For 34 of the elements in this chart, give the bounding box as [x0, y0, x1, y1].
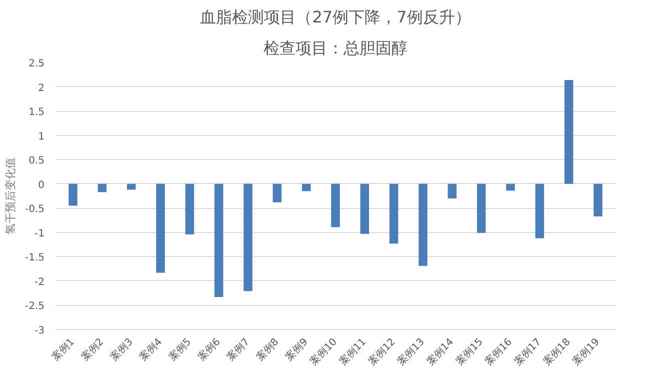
y-tick-label: -1: [34, 228, 45, 240]
y-tick-label: 1: [38, 131, 45, 142]
x-tick-label: 案例12: [366, 336, 398, 368]
y-tick-label: 2.5: [28, 58, 45, 70]
y-tick-label: 2: [38, 82, 45, 94]
x-tick-label: 案例4: [137, 336, 164, 364]
chart-subtitle: 检查项目：总胆固醇: [264, 38, 408, 58]
y-tick-label: 0.5: [28, 156, 45, 167]
y-tick-label: -1.5: [24, 252, 45, 264]
x-tick-label: 案例8: [254, 336, 282, 364]
x-tick-label: 案例1: [50, 336, 77, 364]
x-tick-label: 案例14: [424, 336, 456, 368]
chart-title: 血脂检测项目（27例下降，7例反升）: [200, 8, 471, 26]
y-tick-label: -0.5: [24, 204, 45, 216]
x-tick-label: 案例16: [482, 336, 514, 368]
y-tick-label: -2: [34, 276, 45, 288]
x-tick-label: 案例9: [283, 336, 310, 364]
x-tick-label: 案例5: [166, 336, 194, 364]
x-tick-label: 案例2: [78, 336, 106, 364]
x-tick-label: 案例17: [512, 336, 544, 368]
x-tick-label: 案例11: [336, 336, 369, 368]
x-tick-label: 案例6: [196, 336, 223, 364]
y-tick-label: -3: [34, 326, 45, 336]
x-tick-label: 案例15: [454, 336, 486, 368]
x-tick-label: 案例3: [108, 336, 136, 364]
x-tick-label: 案例19: [570, 336, 602, 368]
y-axis-title: 氢干预后变化值: [4, 158, 17, 234]
x-tick-label: 案例13: [395, 336, 427, 368]
y-tick-label: -2.5: [24, 301, 45, 312]
x-tick-label: 案例7: [224, 336, 252, 364]
x-tick-label: 案例18: [541, 336, 573, 368]
y-tick-label: 1.5: [28, 107, 45, 118]
y-tick-label: 0: [38, 180, 45, 191]
x-tick-label: 案例10: [308, 336, 340, 368]
